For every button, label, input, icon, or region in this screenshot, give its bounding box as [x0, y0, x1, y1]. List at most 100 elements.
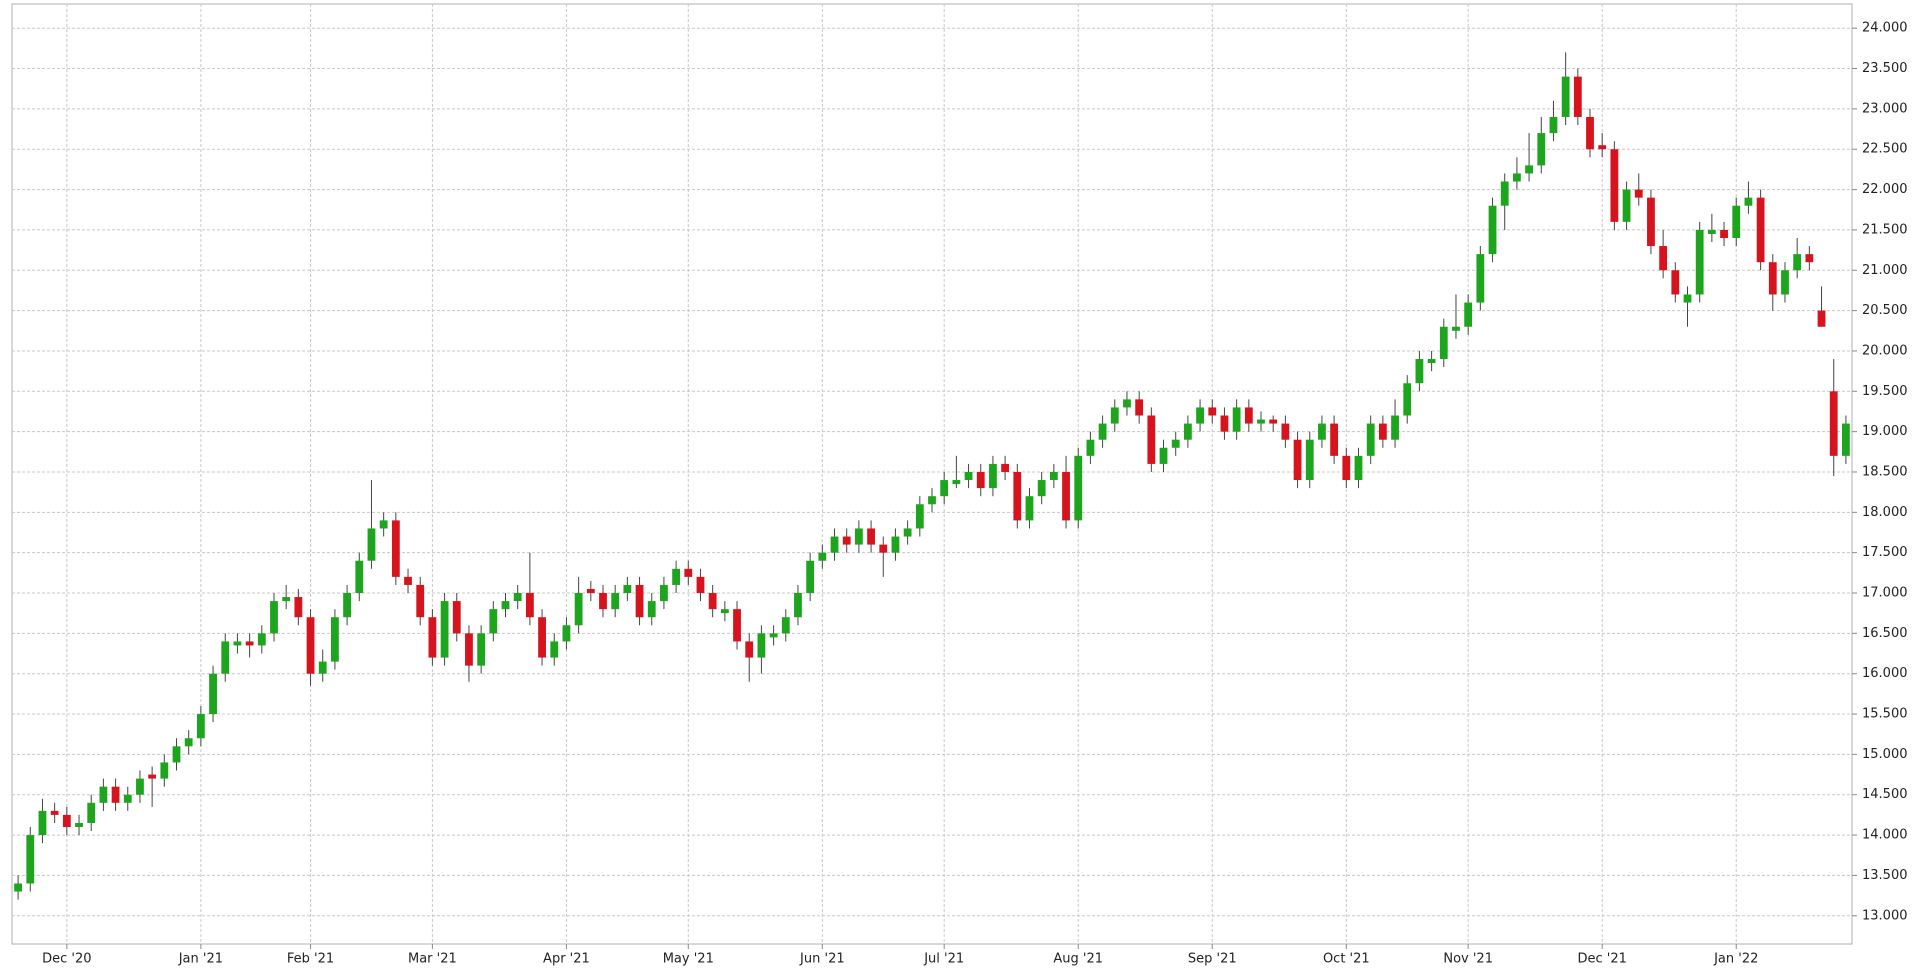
candle-body [1756, 197, 1765, 263]
x-tick-label: Feb '21 [287, 952, 334, 967]
candle-body [1110, 407, 1119, 424]
candle-body [257, 633, 266, 646]
y-tick-label: 14.000 [1862, 828, 1908, 843]
candle-body [915, 504, 924, 529]
candle-body [148, 774, 157, 779]
candle-body [757, 633, 766, 658]
candle-body [318, 661, 327, 674]
candle-body [233, 641, 242, 646]
y-tick-label: 24.000 [1862, 21, 1908, 36]
candle-body [1013, 471, 1022, 521]
candle-body [1062, 471, 1070, 521]
candle-body [952, 480, 961, 485]
candle-body [87, 802, 96, 823]
candle-body [586, 588, 595, 594]
candle-body [1269, 419, 1278, 424]
y-tick-label: 22.000 [1862, 182, 1908, 197]
candle-body [355, 560, 364, 594]
candle-body [50, 810, 59, 815]
candle-body [1500, 181, 1509, 206]
candle-body [184, 738, 193, 747]
candle-body [1183, 423, 1192, 440]
candle-body [989, 463, 997, 489]
candle-body [1366, 423, 1375, 456]
candle-body [1403, 383, 1412, 416]
candle-body [1842, 423, 1850, 456]
candle-body [1488, 205, 1497, 255]
candle-body [574, 593, 583, 626]
candle-body [245, 641, 254, 646]
candle-body [1318, 423, 1326, 440]
candle-body [1525, 165, 1533, 174]
candle-body [1793, 254, 1802, 271]
candle-body [1415, 359, 1424, 384]
candle-body [306, 617, 315, 674]
candle-body [172, 746, 181, 763]
candle-body [1805, 254, 1814, 263]
x-tick-label: Oct '21 [1323, 952, 1370, 967]
candle-body [1427, 359, 1436, 364]
candle-body [1342, 455, 1351, 481]
candle-body [282, 597, 291, 602]
candle-body [1720, 229, 1728, 238]
candle-body [1244, 407, 1253, 424]
y-tick-label: 23.500 [1862, 61, 1908, 76]
candle-body [1513, 173, 1521, 182]
candle-body [660, 584, 668, 602]
candle-body [1293, 439, 1302, 481]
candle-body [879, 544, 888, 553]
candle-body [331, 617, 339, 662]
candle-body [62, 814, 71, 828]
candle-body [428, 617, 437, 658]
x-tick-label: Mar '21 [408, 952, 457, 967]
candle-body [123, 794, 132, 803]
x-tick-label: Dec '21 [1577, 952, 1626, 967]
y-tick-label: 19.000 [1862, 424, 1908, 439]
candle-body [1257, 419, 1265, 424]
candle-body [964, 471, 973, 481]
candle-body [599, 593, 607, 610]
candle-body [1817, 310, 1826, 327]
candle-body [160, 762, 169, 779]
candle-body [647, 601, 656, 618]
candle-body [1074, 455, 1083, 521]
candle-body [1025, 496, 1034, 521]
candle-body [976, 471, 985, 489]
candle-body [611, 593, 620, 610]
y-tick-label: 18.500 [1862, 464, 1908, 479]
candle-body [270, 601, 278, 634]
x-tick-label: Jul '21 [923, 952, 964, 967]
candle-body [525, 593, 534, 618]
y-tick-label: 20.000 [1862, 343, 1908, 358]
candle-body [806, 560, 815, 594]
candle-body [818, 552, 827, 561]
candle-body [477, 633, 486, 666]
candle-body [867, 528, 875, 545]
y-tick-label: 18.000 [1862, 505, 1908, 520]
y-tick-label: 17.000 [1862, 586, 1908, 601]
candle-body [379, 520, 388, 529]
candle-body [684, 568, 693, 577]
candle-body [1744, 197, 1753, 206]
y-tick-label: 21.000 [1862, 263, 1908, 278]
candle-body [794, 593, 802, 618]
candle-body [1378, 423, 1387, 440]
x-tick-label: Jan '21 [178, 952, 223, 967]
candle-body [111, 786, 120, 803]
candle-body [501, 601, 510, 610]
y-tick-label: 22.500 [1862, 142, 1908, 157]
candle-body [891, 536, 900, 553]
candle-body [1732, 205, 1741, 238]
candle-body [1196, 407, 1204, 424]
candle-body [513, 593, 522, 602]
candle-body [1220, 415, 1229, 432]
candle-body [294, 597, 303, 618]
candle-body [1281, 423, 1290, 440]
y-tick-label: 20.500 [1862, 303, 1908, 318]
candle-body [1330, 423, 1339, 456]
y-tick-label: 19.500 [1862, 384, 1908, 399]
candle-body [489, 609, 498, 634]
y-tick-label: 15.000 [1862, 747, 1908, 762]
candle-body [1391, 415, 1399, 440]
